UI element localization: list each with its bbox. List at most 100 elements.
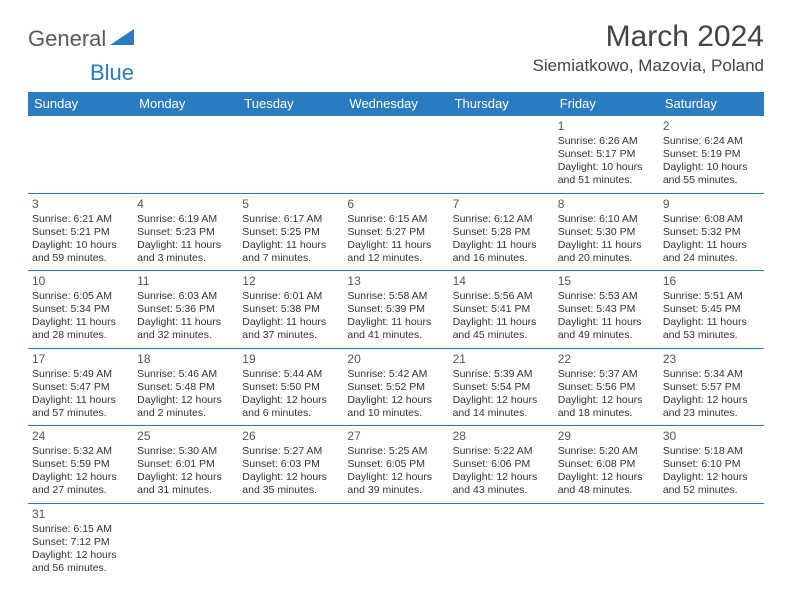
day-number: 28 bbox=[453, 429, 550, 444]
daylight-text: and 3 minutes. bbox=[137, 252, 234, 265]
calendar-cell: 5Sunrise: 6:17 AMSunset: 5:25 PMDaylight… bbox=[238, 193, 343, 271]
calendar-cell: 25Sunrise: 5:30 AMSunset: 6:01 PMDayligh… bbox=[133, 426, 238, 504]
calendar-cell: 12Sunrise: 6:01 AMSunset: 5:38 PMDayligh… bbox=[238, 271, 343, 349]
day-number: 6 bbox=[347, 197, 444, 212]
sunset-text: Sunset: 5:28 PM bbox=[453, 226, 550, 239]
daylight-text: Daylight: 11 hours bbox=[453, 239, 550, 252]
calendar-cell-empty bbox=[28, 116, 133, 194]
daylight-text: Daylight: 11 hours bbox=[663, 316, 760, 329]
daylight-text: Daylight: 12 hours bbox=[558, 394, 655, 407]
sunrise-text: Sunrise: 6:05 AM bbox=[32, 290, 129, 303]
sunset-text: Sunset: 5:56 PM bbox=[558, 381, 655, 394]
sunset-text: Sunset: 5:48 PM bbox=[137, 381, 234, 394]
sunrise-text: Sunrise: 6:15 AM bbox=[347, 213, 444, 226]
logo-sail-icon bbox=[110, 27, 136, 52]
calendar-cell: 30Sunrise: 5:18 AMSunset: 6:10 PMDayligh… bbox=[659, 426, 764, 504]
sunrise-text: Sunrise: 5:44 AM bbox=[242, 368, 339, 381]
logo: General bbox=[28, 26, 138, 52]
calendar-cell-empty bbox=[133, 503, 238, 580]
day-number: 10 bbox=[32, 274, 129, 289]
day-number: 13 bbox=[347, 274, 444, 289]
sunrise-text: Sunrise: 5:46 AM bbox=[137, 368, 234, 381]
sunset-text: Sunset: 5:27 PM bbox=[347, 226, 444, 239]
sunset-text: Sunset: 5:32 PM bbox=[663, 226, 760, 239]
sunrise-text: Sunrise: 5:22 AM bbox=[453, 445, 550, 458]
calendar-cell: 14Sunrise: 5:56 AMSunset: 5:41 PMDayligh… bbox=[449, 271, 554, 349]
day-header: Thursday bbox=[449, 92, 554, 116]
daylight-text: and 10 minutes. bbox=[347, 407, 444, 420]
calendar-cell: 8Sunrise: 6:10 AMSunset: 5:30 PMDaylight… bbox=[554, 193, 659, 271]
day-number: 11 bbox=[137, 274, 234, 289]
sunrise-text: Sunrise: 6:17 AM bbox=[242, 213, 339, 226]
daylight-text: Daylight: 11 hours bbox=[242, 316, 339, 329]
sunrise-text: Sunrise: 6:03 AM bbox=[137, 290, 234, 303]
daylight-text: Daylight: 11 hours bbox=[32, 394, 129, 407]
daylight-text: and 7 minutes. bbox=[242, 252, 339, 265]
calendar-cell: 31Sunrise: 6:15 AMSunset: 7:12 PMDayligh… bbox=[28, 503, 133, 580]
daylight-text: and 48 minutes. bbox=[558, 484, 655, 497]
sunrise-text: Sunrise: 5:18 AM bbox=[663, 445, 760, 458]
sunset-text: Sunset: 6:10 PM bbox=[663, 458, 760, 471]
daylight-text: and 37 minutes. bbox=[242, 329, 339, 342]
calendar-cell: 1Sunrise: 6:26 AMSunset: 5:17 PMDaylight… bbox=[554, 116, 659, 194]
calendar-header-row: SundayMondayTuesdayWednesdayThursdayFrid… bbox=[28, 92, 764, 116]
day-number: 23 bbox=[663, 352, 760, 367]
daylight-text: Daylight: 11 hours bbox=[32, 316, 129, 329]
daylight-text: Daylight: 12 hours bbox=[242, 394, 339, 407]
sunset-text: Sunset: 5:43 PM bbox=[558, 303, 655, 316]
sunset-text: Sunset: 5:57 PM bbox=[663, 381, 760, 394]
daylight-text: Daylight: 11 hours bbox=[242, 239, 339, 252]
sunset-text: Sunset: 5:47 PM bbox=[32, 381, 129, 394]
day-number: 31 bbox=[32, 507, 129, 522]
day-number: 8 bbox=[558, 197, 655, 212]
calendar-table: SundayMondayTuesdayWednesdayThursdayFrid… bbox=[28, 92, 764, 580]
calendar-row: 3Sunrise: 6:21 AMSunset: 5:21 PMDaylight… bbox=[28, 193, 764, 271]
day-number: 3 bbox=[32, 197, 129, 212]
sunset-text: Sunset: 6:05 PM bbox=[347, 458, 444, 471]
daylight-text: and 6 minutes. bbox=[242, 407, 339, 420]
sunset-text: Sunset: 5:17 PM bbox=[558, 148, 655, 161]
calendar-cell: 13Sunrise: 5:58 AMSunset: 5:39 PMDayligh… bbox=[343, 271, 448, 349]
sunrise-text: Sunrise: 5:30 AM bbox=[137, 445, 234, 458]
sunrise-text: Sunrise: 6:08 AM bbox=[663, 213, 760, 226]
daylight-text: and 49 minutes. bbox=[558, 329, 655, 342]
sunset-text: Sunset: 5:39 PM bbox=[347, 303, 444, 316]
calendar-cell: 27Sunrise: 5:25 AMSunset: 6:05 PMDayligh… bbox=[343, 426, 448, 504]
daylight-text: and 27 minutes. bbox=[32, 484, 129, 497]
day-header: Saturday bbox=[659, 92, 764, 116]
daylight-text: Daylight: 12 hours bbox=[137, 471, 234, 484]
calendar-row: 17Sunrise: 5:49 AMSunset: 5:47 PMDayligh… bbox=[28, 348, 764, 426]
calendar-cell-empty bbox=[449, 116, 554, 194]
logo-text-blue: Blue bbox=[90, 60, 134, 85]
daylight-text: Daylight: 12 hours bbox=[558, 471, 655, 484]
daylight-text: and 12 minutes. bbox=[347, 252, 444, 265]
day-number: 2 bbox=[663, 119, 760, 134]
day-header: Wednesday bbox=[343, 92, 448, 116]
daylight-text: Daylight: 12 hours bbox=[32, 549, 129, 562]
calendar-row: 31Sunrise: 6:15 AMSunset: 7:12 PMDayligh… bbox=[28, 503, 764, 580]
daylight-text: Daylight: 10 hours bbox=[32, 239, 129, 252]
day-number: 4 bbox=[137, 197, 234, 212]
daylight-text: and 35 minutes. bbox=[242, 484, 339, 497]
calendar-row: 1Sunrise: 6:26 AMSunset: 5:17 PMDaylight… bbox=[28, 116, 764, 194]
daylight-text: Daylight: 12 hours bbox=[32, 471, 129, 484]
day-number: 7 bbox=[453, 197, 550, 212]
daylight-text: and 23 minutes. bbox=[663, 407, 760, 420]
calendar-cell: 15Sunrise: 5:53 AMSunset: 5:43 PMDayligh… bbox=[554, 271, 659, 349]
daylight-text: and 32 minutes. bbox=[137, 329, 234, 342]
calendar-cell-empty bbox=[554, 503, 659, 580]
sunset-text: Sunset: 5:34 PM bbox=[32, 303, 129, 316]
calendar-cell-empty bbox=[659, 503, 764, 580]
calendar-cell-empty bbox=[343, 503, 448, 580]
daylight-text: Daylight: 10 hours bbox=[558, 161, 655, 174]
calendar-cell: 19Sunrise: 5:44 AMSunset: 5:50 PMDayligh… bbox=[238, 348, 343, 426]
sunrise-text: Sunrise: 6:24 AM bbox=[663, 135, 760, 148]
day-number: 20 bbox=[347, 352, 444, 367]
calendar-cell-empty bbox=[238, 503, 343, 580]
calendar-cell: 16Sunrise: 5:51 AMSunset: 5:45 PMDayligh… bbox=[659, 271, 764, 349]
sunrise-text: Sunrise: 5:56 AM bbox=[453, 290, 550, 303]
daylight-text: and 31 minutes. bbox=[137, 484, 234, 497]
sunset-text: Sunset: 5:54 PM bbox=[453, 381, 550, 394]
daylight-text: Daylight: 11 hours bbox=[453, 316, 550, 329]
sunrise-text: Sunrise: 5:51 AM bbox=[663, 290, 760, 303]
